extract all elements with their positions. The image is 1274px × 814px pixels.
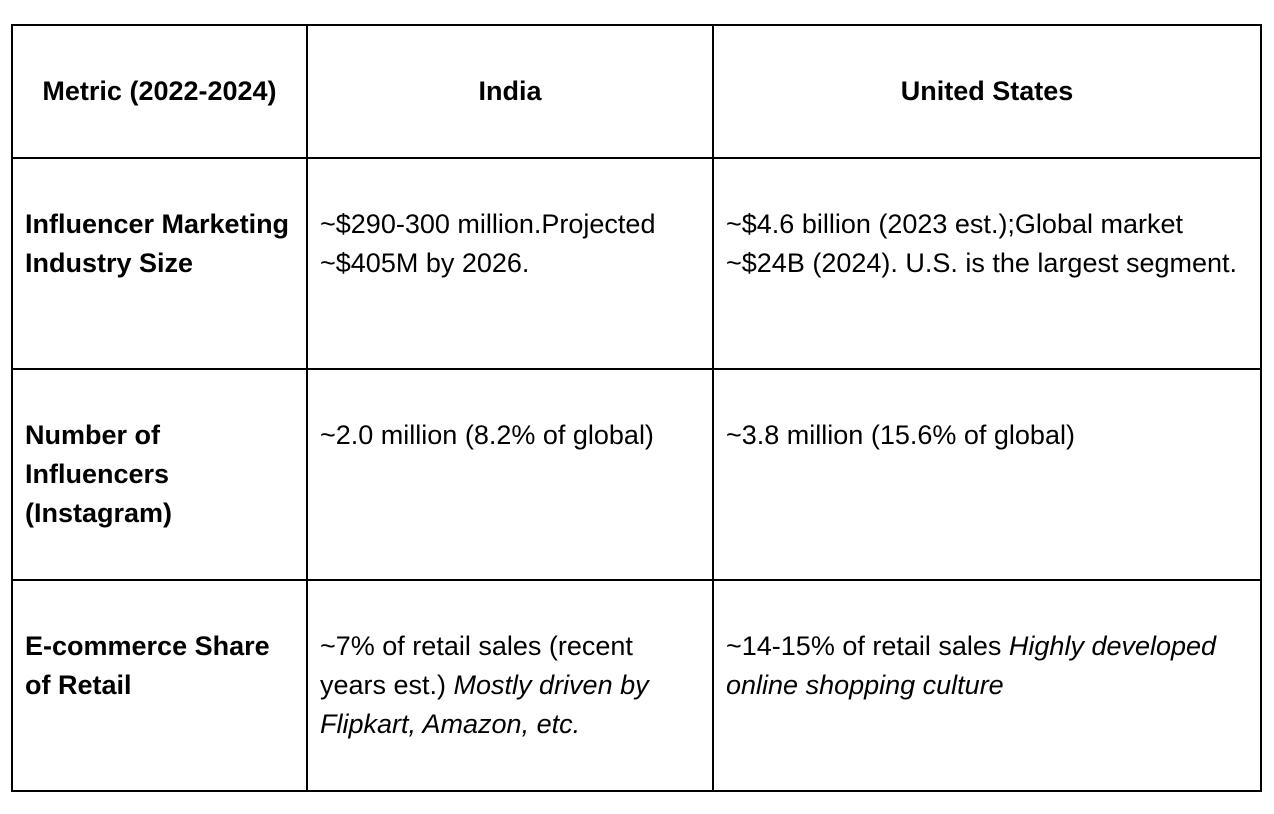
india-note: Mostly driven by Flipkart, Amazon, etc. xyxy=(320,670,649,739)
us-value: ~3.8 million (15.6% of global) xyxy=(726,420,1075,450)
table-row: Influencer Marketing Industry Size ~$290… xyxy=(11,157,1262,370)
india-cell: ~2.0 million (8.2% of global) xyxy=(306,368,714,581)
us-cell: ~14-15% of retail sales Highly developed… xyxy=(712,579,1262,792)
india-value: ~7% of retail sales (recent years est.) xyxy=(320,631,633,700)
table-row: E-commerce Share of Retail ~7% of retail… xyxy=(11,579,1262,792)
header-united-states: United States xyxy=(712,24,1262,159)
header-metric: Metric (2022-2024) xyxy=(11,24,308,159)
us-cell: ~3.8 million (15.6% of global) xyxy=(712,368,1262,581)
us-note: Highly developed online shopping culture xyxy=(726,631,1217,700)
metric-cell: E-commerce Share of Retail xyxy=(11,579,308,792)
header-row: Metric (2022-2024) India United States xyxy=(11,24,1262,159)
india-cell: ~$290-300 million.Projected ~$405M by 20… xyxy=(306,157,714,370)
comparison-table: Metric (2022-2024) India United States I… xyxy=(11,24,1262,792)
india-cell: ~7% of retail sales (recent years est.) … xyxy=(306,579,714,792)
india-value: ~$290-300 million.Projected ~$405M by 20… xyxy=(320,209,656,278)
us-cell: ~$4.6 billion (2023 est.);Global market … xyxy=(712,157,1262,370)
table-row: Number of Influencers (Instagram) ~2.0 m… xyxy=(11,368,1262,581)
india-value: ~2.0 million (8.2% of global) xyxy=(320,420,654,450)
header-india: India xyxy=(306,24,714,159)
metric-cell: Number of Influencers (Instagram) xyxy=(11,368,308,581)
us-value: ~$4.6 billion (2023 est.);Global market … xyxy=(726,209,1238,278)
us-value: ~14-15% of retail sales xyxy=(726,631,1009,661)
metric-cell: Influencer Marketing Industry Size xyxy=(11,157,308,370)
